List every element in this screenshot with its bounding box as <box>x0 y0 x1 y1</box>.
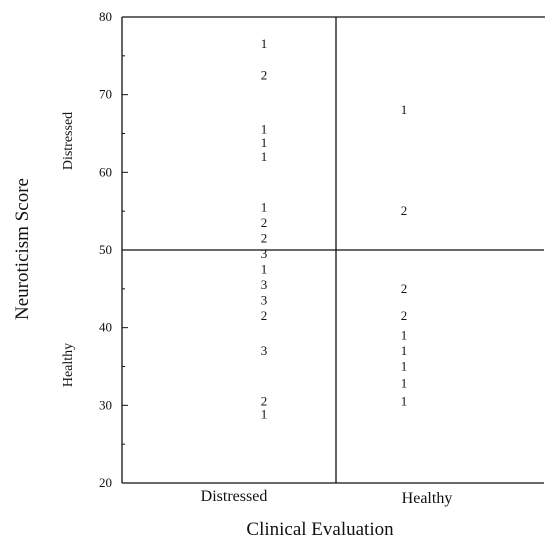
data-point-label: 2 <box>261 215 268 230</box>
data-point-label: 3 <box>261 246 268 261</box>
data-point-label: 3 <box>261 292 268 307</box>
data-point-label: 1 <box>401 376 408 391</box>
data-point-label: 1 <box>261 199 268 214</box>
data-point-label: 1 <box>261 135 268 150</box>
y-tick-label: 70 <box>99 87 112 102</box>
data-point-label: 1 <box>261 36 268 51</box>
data-point-label: 1 <box>401 393 408 408</box>
y-side-label-healthy: Healthy <box>61 343 76 387</box>
y-tick-label: 60 <box>99 164 112 179</box>
data-point-label: 2 <box>401 308 408 323</box>
data-point-label: 1 <box>401 327 408 342</box>
data-point-label: 2 <box>401 281 408 296</box>
data-point-label: 1 <box>401 102 408 117</box>
y-tick-label: 80 <box>99 9 112 24</box>
data-point-label: 1 <box>401 343 408 358</box>
data-point-label: 2 <box>261 67 268 82</box>
y-axis-title: Neuroticism Score <box>12 178 33 320</box>
data-point-label: 1 <box>261 149 268 164</box>
data-point-label: 2 <box>261 393 268 408</box>
y-ticks: 20 30 40 50 60 70 80 <box>99 9 128 490</box>
x-axis-title: Clinical Evaluation <box>246 519 394 539</box>
x-category-distressed: Distressed <box>201 488 268 505</box>
data-point-label: 2 <box>261 230 268 245</box>
data-point-label: 1 <box>261 261 268 276</box>
y-tick-label: 40 <box>99 320 112 335</box>
x-category-healthy: Healthy <box>402 490 453 507</box>
data-point-label: 3 <box>261 343 268 358</box>
y-tick-label: 30 <box>99 397 112 412</box>
data-point-label: 1 <box>261 407 268 422</box>
data-point-label: 2 <box>401 203 408 218</box>
data-point-label: 3 <box>261 277 268 292</box>
y-tick-label: 20 <box>99 475 112 490</box>
y-side-label-distressed: Distressed <box>61 112 76 170</box>
data-point-label: 1 <box>401 359 408 374</box>
data-point-label: 2 <box>261 308 268 323</box>
y-tick-label: 50 <box>99 242 112 257</box>
plot-frame <box>121 16 545 484</box>
data-point-label: 1 <box>261 122 268 137</box>
